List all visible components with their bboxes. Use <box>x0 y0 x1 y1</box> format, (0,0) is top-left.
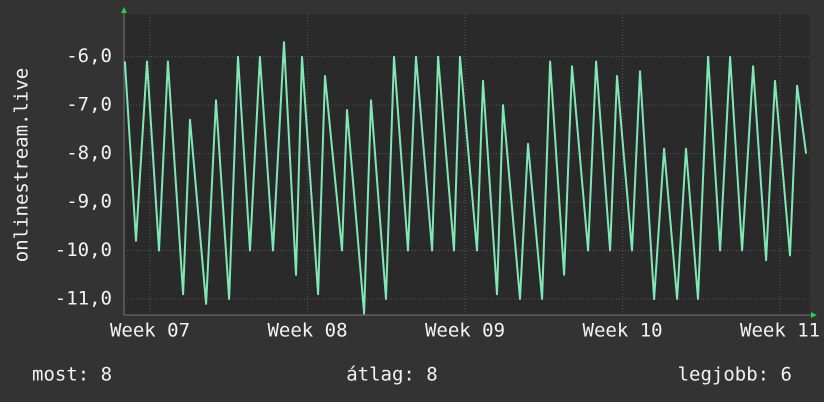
y-arrow <box>121 7 127 13</box>
x-tick-label: Week 08 <box>267 320 347 342</box>
x-tick-label: Week 09 <box>425 320 505 342</box>
y-tick-label: -6,0 <box>66 45 112 67</box>
x-tick-label: Week 10 <box>583 320 663 342</box>
data-line <box>123 41 808 315</box>
y-tick-label: -7,0 <box>66 94 112 116</box>
x-arrow <box>811 312 817 318</box>
y-tick-label: -10,0 <box>55 239 112 261</box>
y-tick-label: -9,0 <box>66 191 112 213</box>
stat-best: legjobb: 6 <box>678 364 792 386</box>
y-axis-label: onlinestream.live <box>11 68 33 262</box>
y-tick-label: -11,0 <box>55 288 112 310</box>
stat-current: most: 8 <box>32 364 112 386</box>
y-tick-label: -8,0 <box>66 142 112 164</box>
x-tick-label: Week 07 <box>110 320 190 342</box>
stat-average: átlag: 8 <box>346 364 438 386</box>
x-tick-label: Week 11 <box>740 320 820 342</box>
